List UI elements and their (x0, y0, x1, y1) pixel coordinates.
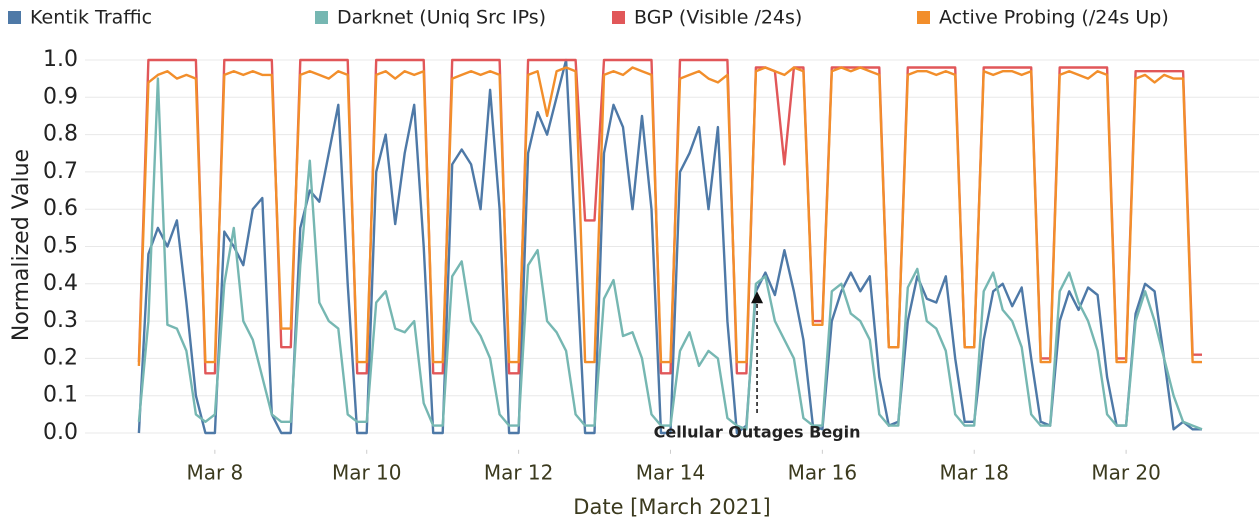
y-tick-label: 0.5 (43, 234, 78, 259)
y-tick-label: 0.3 (43, 308, 78, 333)
y-tick-label: 0.1 (43, 383, 78, 408)
y-tick-label: 1.0 (43, 47, 78, 72)
legend-swatch (612, 11, 625, 24)
series-line (137, 58, 1202, 435)
y-tick-label: 0.6 (43, 196, 78, 221)
series-line (137, 58, 1202, 375)
x-tick-label: Mar 16 (788, 461, 858, 485)
series-line (137, 77, 1203, 431)
y-tick-label: 0.7 (43, 159, 78, 184)
y-axis-title: Normalized Value (9, 149, 34, 341)
y-tick-label: 0.4 (43, 271, 78, 296)
y-tick-label: 0.0 (43, 420, 78, 445)
x-tick-label: Mar 14 (636, 461, 706, 485)
x-tick-label: Mar 12 (484, 461, 554, 485)
legend-label: Darknet (Uniq Src IPs) (337, 7, 546, 29)
x-axis-title: Date [March 2021] (573, 495, 770, 519)
legend-swatch (315, 11, 328, 24)
annotation-text: Cellular Outages Begin (654, 423, 861, 442)
x-tick-label: Mar 8 (186, 461, 243, 485)
y-tick-label: 0.2 (43, 345, 78, 370)
y-tick-label: 0.8 (43, 122, 78, 147)
y-tick-label: 0.9 (43, 84, 78, 109)
legend-swatch (917, 11, 930, 24)
x-tick-label: Mar 18 (939, 461, 1009, 485)
legend-label: Active Probing (/24s Up) (939, 7, 1169, 29)
legend-label: Kentik Traffic (30, 7, 152, 29)
legend-swatch (8, 11, 21, 24)
x-tick-label: Mar 20 (1091, 461, 1161, 485)
x-tick-label: Mar 10 (332, 461, 402, 485)
legend-label: BGP (Visible /24s) (634, 7, 802, 29)
series-line (137, 66, 1202, 366)
